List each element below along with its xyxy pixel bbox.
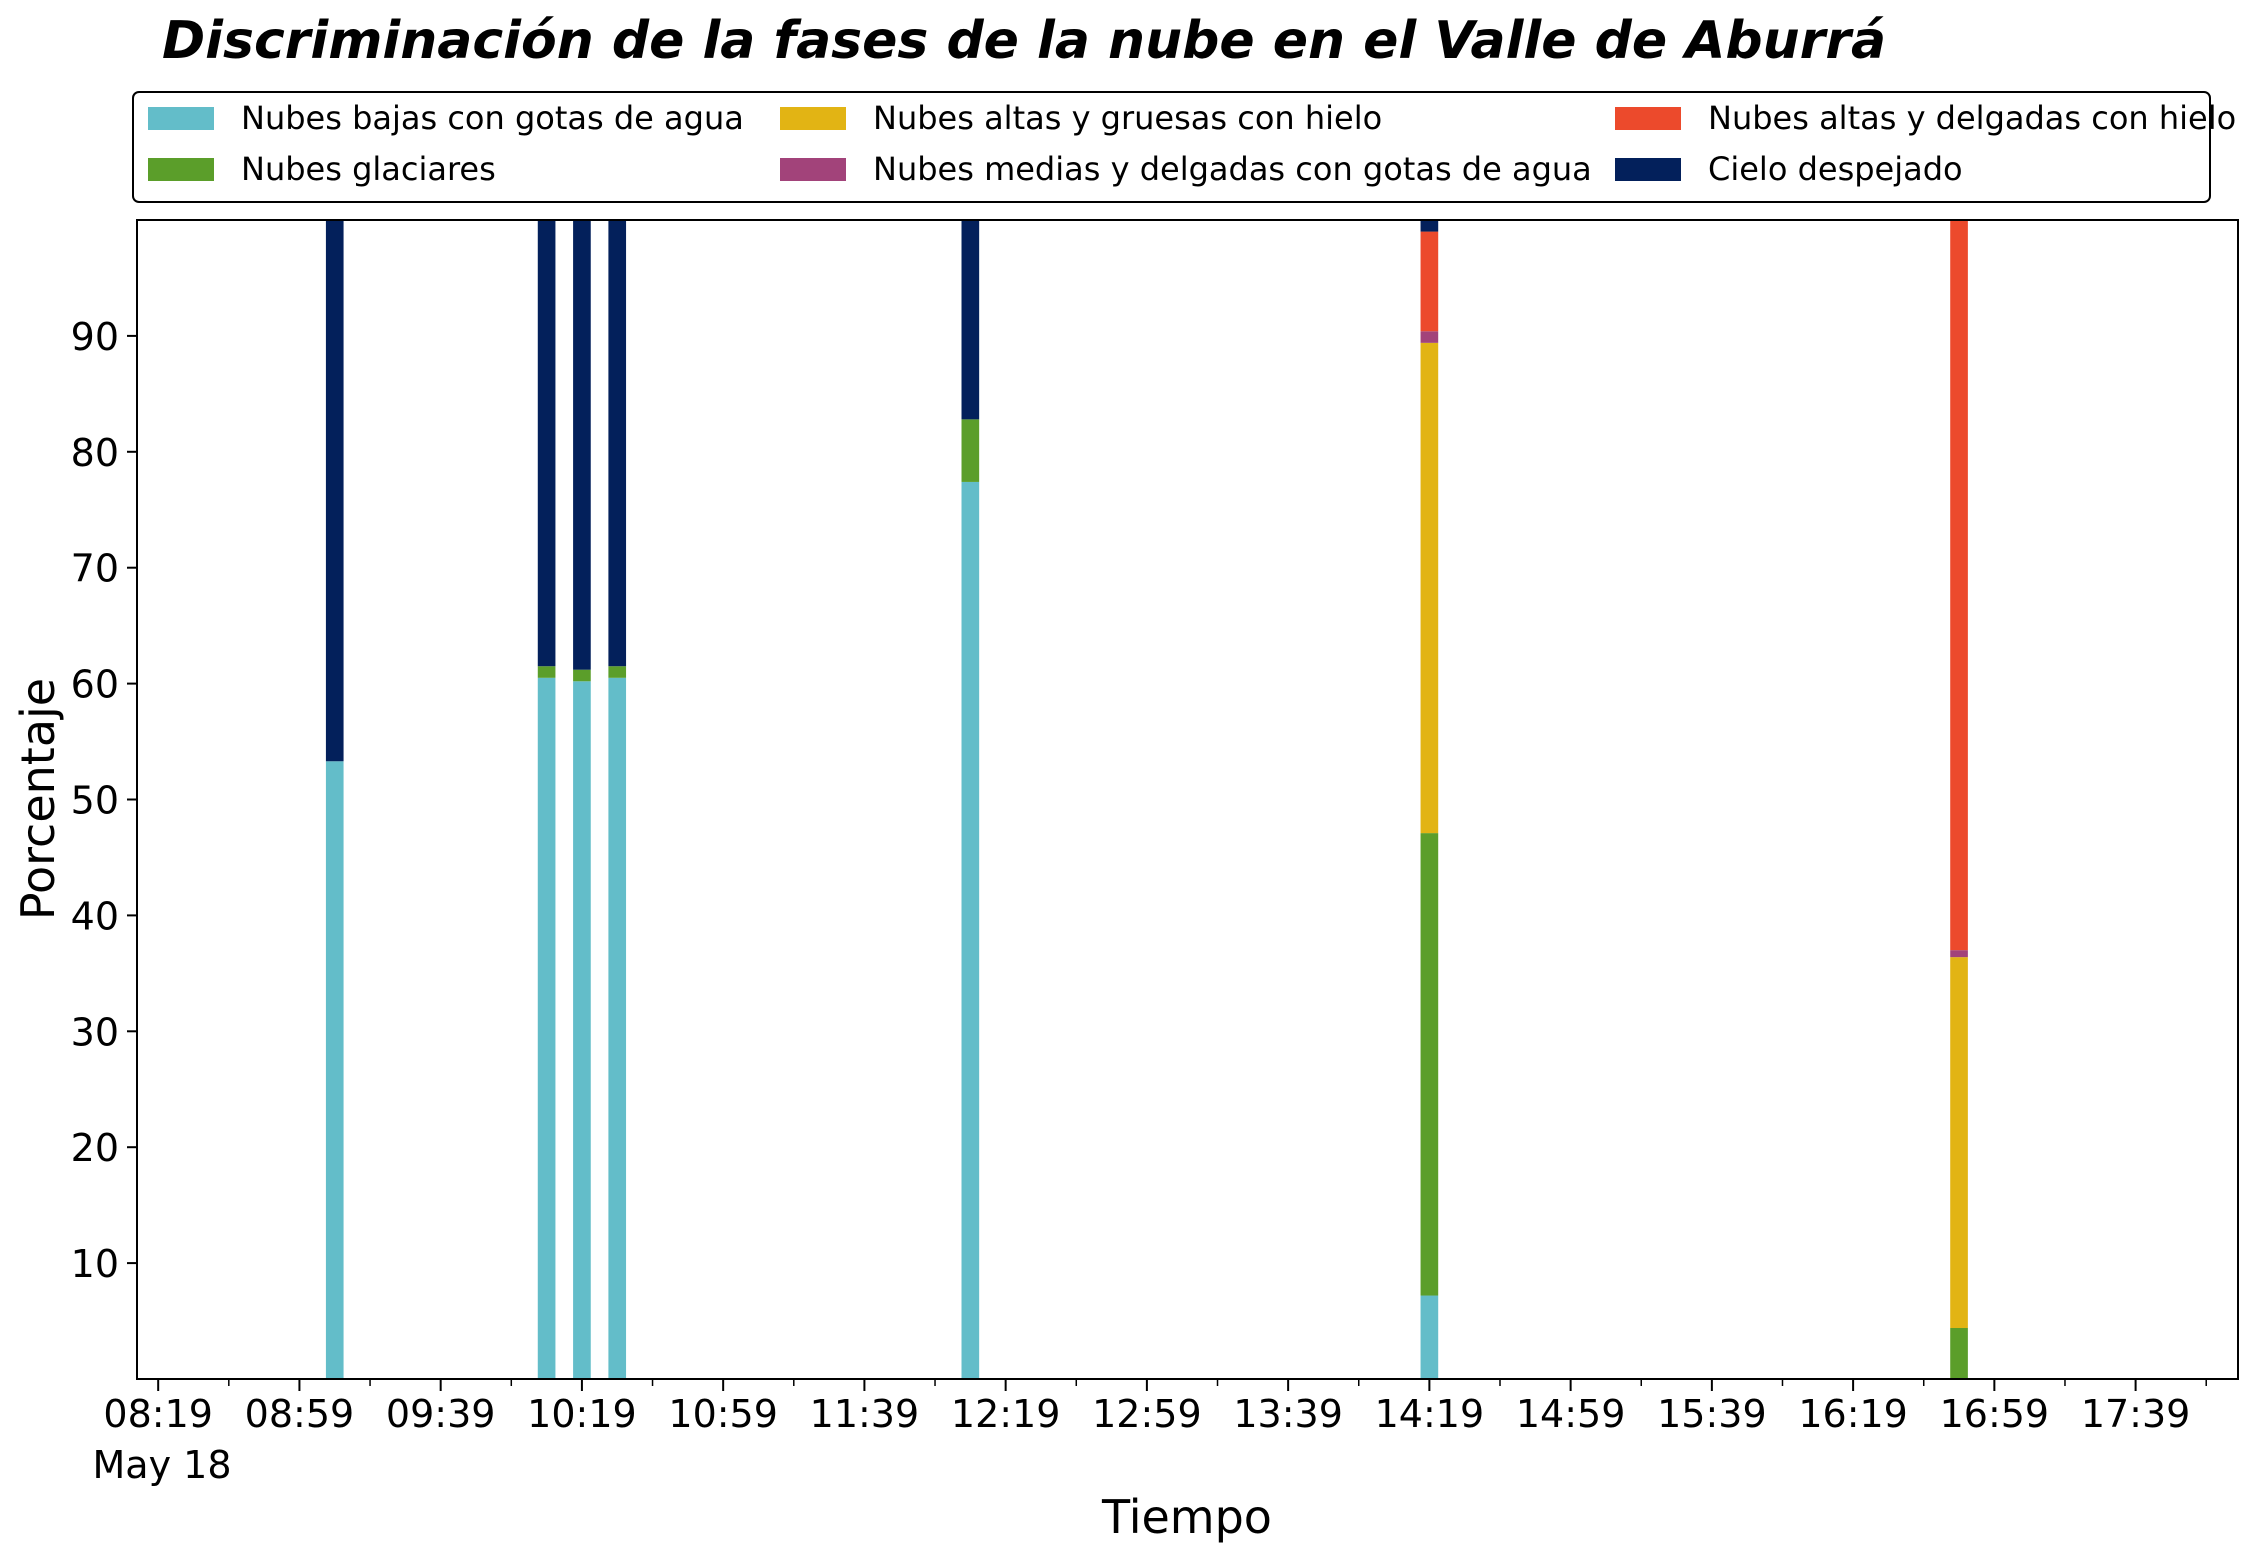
- x-tick-label: 09:39: [386, 1392, 496, 1436]
- y-tick-label: 40: [71, 894, 119, 938]
- bar-segment: [1420, 833, 1439, 1296]
- x-tick-label: 12:59: [1092, 1392, 1202, 1436]
- legend-label: Nubes glaciares: [241, 150, 496, 188]
- legend-label: Nubes altas y delgadas con hielo: [1708, 99, 2236, 137]
- legend-swatch: [148, 158, 214, 181]
- legend-label: Nubes medias y delgadas con gotas de agu…: [873, 150, 1592, 188]
- x-tick-label: 12:19: [951, 1392, 1061, 1436]
- bar-segment: [1420, 331, 1439, 343]
- bar-segment: [537, 677, 556, 1379]
- bar-segment: [573, 220, 591, 670]
- y-tick-label: 90: [71, 315, 119, 359]
- x-tick-label: 11:39: [810, 1392, 920, 1436]
- y-axis: 10 20 30 40 50 60 70 80 90: [71, 315, 137, 1286]
- bar-segment: [961, 481, 980, 1380]
- y-tick-label: 20: [71, 1126, 119, 1170]
- chart-title: Discriminación de la fases de la nube en…: [162, 11, 1886, 71]
- x-tick-label: 16:59: [1940, 1392, 2050, 1436]
- legend-swatch: [1615, 107, 1681, 130]
- bar-segment: [537, 666, 556, 678]
- legend-label: Nubes bajas con gotas de agua: [241, 99, 744, 137]
- x-axis-label: Tiempo: [1101, 1490, 1272, 1544]
- bar-segment: [1420, 342, 1439, 834]
- legend-swatch: [780, 158, 846, 181]
- bar-segment: [961, 220, 980, 420]
- x-tick-label: 10:19: [527, 1392, 637, 1436]
- bar-segment: [537, 220, 556, 667]
- bar-segment: [325, 220, 344, 762]
- legend-swatch: [148, 107, 214, 130]
- bar-segment: [608, 220, 627, 667]
- legend-frame: [132, 91, 2211, 203]
- x-tick-label: 15:39: [1657, 1392, 1767, 1436]
- y-tick-label: 70: [71, 547, 119, 591]
- bar-segment: [608, 666, 627, 678]
- bar-segment: [1420, 220, 1439, 232]
- bar-segment: [573, 669, 591, 682]
- bar-segment: [1950, 957, 1968, 1329]
- bar-segment: [325, 761, 344, 1379]
- x-tick-label: 16:19: [1798, 1392, 1908, 1436]
- y-tick-label: 60: [71, 663, 119, 707]
- x-tick-label: 08:59: [245, 1392, 355, 1436]
- bar-segment: [961, 419, 980, 482]
- legend-label: Cielo despejado: [1708, 150, 1963, 188]
- plot-area: 10 20 30 40 50 60 70 80 90 08:19 08:59 09:39 10:19 1…: [71, 219, 2239, 1436]
- legend: Nubes bajas con gotas de agua Nubes glaci…: [132, 91, 2236, 203]
- legend-swatch: [780, 107, 846, 130]
- y-tick-label: 30: [71, 1010, 119, 1054]
- x-tick-label: 14:59: [1516, 1392, 1626, 1436]
- legend-swatch: [1615, 158, 1681, 181]
- legend-label: Nubes altas y gruesas con hielo: [873, 99, 1382, 137]
- x-tick-label: 13:39: [1233, 1392, 1343, 1436]
- x-tick-label: 08:19: [103, 1392, 213, 1436]
- x-tick-label: 17:39: [2081, 1392, 2191, 1436]
- bar-segment: [1950, 220, 1968, 951]
- bar-segment: [608, 677, 627, 1379]
- bar-segment: [1950, 950, 1968, 958]
- y-tick-label: 80: [71, 431, 119, 475]
- x-date-label: May 18: [93, 1443, 232, 1487]
- bar-segment: [1420, 231, 1439, 332]
- x-tick-label: 14:19: [1375, 1392, 1485, 1436]
- y-tick-label: 50: [71, 779, 119, 823]
- x-axis: 08:19 08:59 09:39 10:19 10:59 11:39 12:19 12:59…: [103, 1379, 2207, 1436]
- bar-segment: [1420, 1295, 1439, 1379]
- bar-segment: [573, 681, 591, 1379]
- plot-frame: [136, 219, 2239, 1380]
- x-tick-label: 10:59: [668, 1392, 778, 1436]
- bars-group: [325, 220, 1968, 1380]
- y-axis-label: Porcentaje: [11, 678, 65, 920]
- y-tick-label: 10: [71, 1242, 119, 1286]
- bar-segment: [1950, 1328, 1968, 1379]
